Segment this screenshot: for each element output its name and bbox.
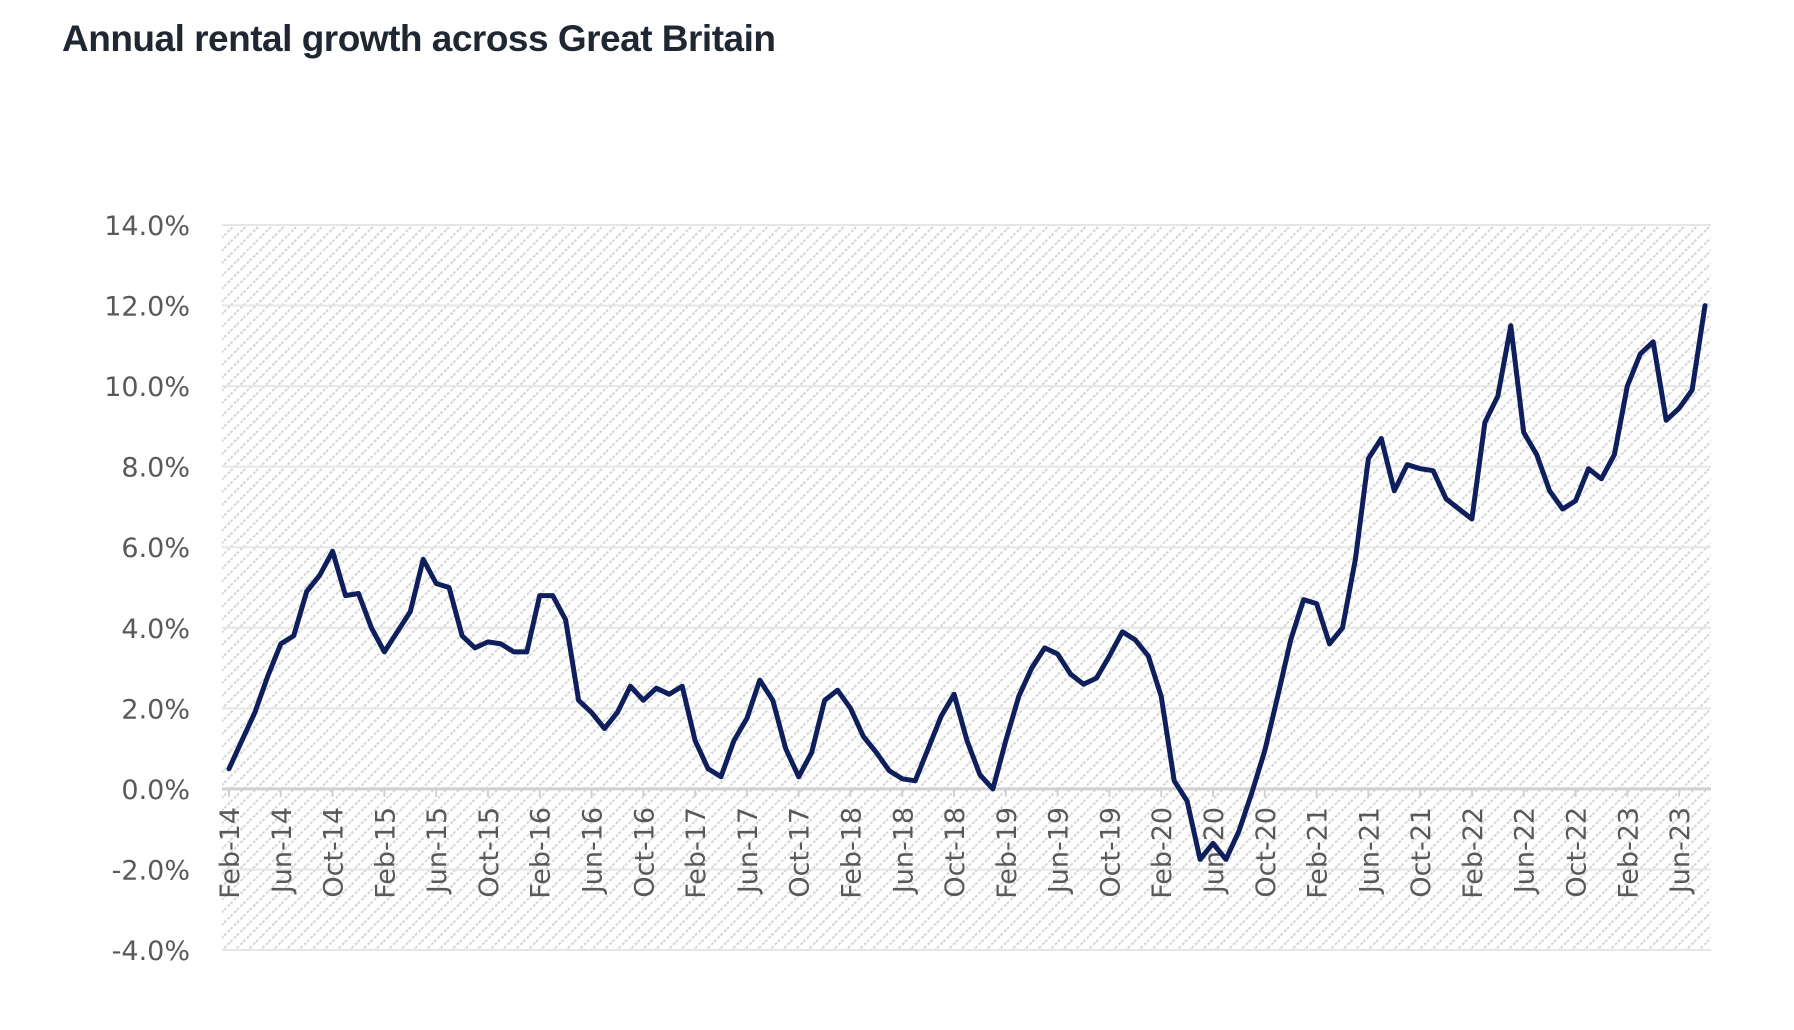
x-tick-label: Feb-18: [836, 807, 867, 899]
x-tick-label: Jun-18: [888, 807, 919, 895]
x-tick-label: Feb-15: [370, 807, 401, 899]
series-line-annual-rental-growth: [226, 303, 1708, 862]
x-tick-label: Feb-16: [526, 807, 557, 899]
x-tick-labels: Feb-14 Jun-14 Oct-14 Feb-15 Jun-15 Oct-15 Feb-…: [215, 807, 1696, 899]
x-tick-label: Oct-17: [785, 807, 816, 898]
x-tick-label: Jun-16: [578, 807, 609, 895]
x-tick-label: Oct-21: [1406, 807, 1437, 898]
x-tick-label: Jun-21: [1354, 807, 1385, 895]
x-tick-label: Oct-19: [1095, 807, 1126, 898]
x-tick-label: Oct-16: [629, 807, 660, 898]
y-tick-label: 12.0%: [104, 292, 190, 323]
y-tick-label: 4.0%: [121, 614, 190, 645]
x-tick-label: Jun-19: [1044, 807, 1075, 895]
x-tick-label: Oct-15: [474, 807, 505, 898]
y-tick-label: 10.0%: [104, 372, 190, 403]
x-tick-label: Feb-17: [681, 807, 712, 899]
x-tick-label: Jun-15: [422, 807, 453, 895]
x-axis: [228, 788, 1681, 797]
y-tick-label: 6.0%: [121, 533, 190, 564]
x-tick-label: Oct-14: [319, 807, 350, 898]
y-tick-label: -2.0%: [112, 855, 190, 886]
x-tick-label: Feb-20: [1147, 807, 1178, 899]
x-tick-label: Feb-22: [1458, 807, 1489, 899]
y-axis: 14.0% 12.0% 10.0% 8.0% 6.0% 4.0% 2.0% 0.0% -2.0%…: [104, 211, 190, 967]
y-tick-label: 0.0%: [121, 775, 190, 806]
y-tick-label: 8.0%: [121, 453, 190, 484]
x-tick-label: Jun-14: [267, 807, 298, 895]
plot-area: [222, 225, 1711, 950]
gridlines: [222, 224, 1711, 951]
y-tick-label: 2.0%: [121, 694, 190, 725]
x-tick-label: Jun-23: [1665, 807, 1696, 895]
x-tick-label: Feb-21: [1303, 807, 1334, 899]
x-tick-label: Oct-20: [1251, 807, 1282, 898]
x-tick-label: Jun-17: [733, 807, 764, 895]
chart-title: Annual rental growth across Great Britai…: [62, 18, 776, 59]
x-tick-label: Feb-14: [215, 807, 246, 899]
x-tick-label: Feb-19: [992, 807, 1023, 899]
x-tick-label: Jun-22: [1510, 807, 1541, 895]
x-tick-label: Feb-23: [1613, 807, 1644, 899]
y-tick-label: 14.0%: [104, 211, 190, 242]
x-tick-label: Oct-18: [940, 807, 971, 898]
x-tick-label: Oct-22: [1562, 807, 1593, 898]
y-tick-label: -4.0%: [112, 936, 190, 967]
